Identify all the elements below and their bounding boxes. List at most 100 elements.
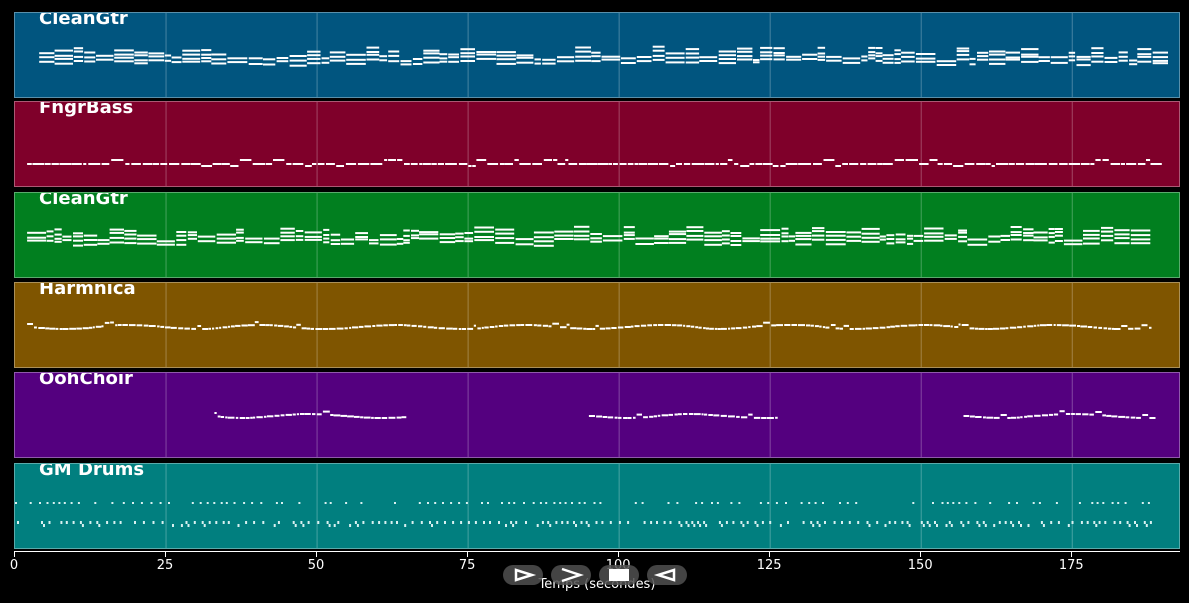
note	[289, 59, 307, 62]
note	[298, 502, 301, 504]
note	[663, 521, 666, 524]
play-button[interactable]	[503, 565, 543, 585]
note	[289, 325, 293, 328]
note	[72, 163, 82, 165]
note	[114, 56, 134, 59]
note	[1146, 159, 1151, 161]
note	[236, 236, 244, 239]
note	[170, 326, 177, 329]
note	[1016, 416, 1020, 419]
note	[114, 53, 134, 56]
note	[985, 163, 991, 165]
note	[263, 58, 276, 61]
note	[117, 324, 122, 326]
note	[523, 502, 525, 504]
note	[263, 237, 280, 240]
note	[101, 163, 110, 165]
note	[882, 54, 894, 57]
note	[273, 524, 276, 527]
note	[161, 521, 164, 524]
note	[950, 524, 953, 527]
note	[781, 227, 789, 230]
rewind-button[interactable]	[647, 565, 687, 585]
note	[1080, 163, 1090, 165]
note	[958, 231, 967, 234]
note	[1076, 58, 1091, 61]
note	[668, 241, 687, 244]
note	[669, 521, 672, 524]
note	[683, 413, 688, 415]
note	[171, 61, 182, 64]
track-5[interactable]: GM Drums	[14, 463, 1180, 549]
note	[683, 163, 691, 165]
note	[1068, 163, 1080, 165]
note	[464, 240, 474, 243]
note	[113, 521, 116, 524]
note	[510, 521, 513, 524]
track-0[interactable]: CleanGtr	[14, 12, 1180, 98]
note	[337, 521, 340, 524]
note	[148, 52, 165, 55]
note	[575, 50, 591, 53]
note	[164, 54, 172, 57]
note	[784, 324, 791, 326]
note	[330, 233, 341, 236]
note	[227, 416, 235, 419]
stop-button[interactable]	[599, 565, 639, 585]
track-1[interactable]: FngrBass	[14, 101, 1180, 187]
note	[455, 240, 464, 243]
note	[235, 416, 239, 419]
note	[756, 524, 759, 527]
note	[1076, 55, 1091, 58]
note	[487, 502, 489, 504]
track-4[interactable]: OohChoir	[14, 372, 1180, 458]
note	[270, 324, 273, 327]
note	[732, 521, 735, 524]
note	[1068, 59, 1076, 62]
note	[705, 524, 708, 527]
note	[239, 159, 252, 161]
note	[225, 502, 228, 504]
note	[760, 54, 773, 57]
note	[737, 47, 753, 50]
note	[191, 502, 194, 504]
note	[680, 524, 683, 527]
track-2[interactable]: CleanGtr	[14, 192, 1180, 278]
note	[1089, 413, 1094, 416]
note	[1130, 238, 1151, 241]
note	[654, 237, 669, 240]
note	[623, 231, 635, 234]
note	[552, 322, 559, 325]
x-tick-label: 50	[307, 558, 325, 573]
fast-forward-button[interactable]	[551, 565, 591, 585]
note	[237, 524, 240, 527]
note	[635, 243, 654, 245]
note	[1101, 239, 1114, 242]
note	[907, 242, 914, 245]
note	[252, 163, 266, 165]
note	[360, 416, 364, 419]
note	[384, 159, 388, 161]
note	[131, 163, 141, 165]
note	[1063, 243, 1083, 246]
note	[356, 524, 359, 527]
note	[993, 416, 1000, 419]
note	[355, 232, 368, 235]
note	[721, 327, 727, 330]
note	[396, 521, 398, 524]
track-3[interactable]: Harmnica	[14, 282, 1180, 368]
note	[906, 521, 909, 524]
note	[217, 415, 221, 418]
note	[76, 327, 82, 330]
note	[323, 241, 330, 244]
note	[718, 54, 736, 57]
note	[964, 163, 975, 165]
note	[495, 228, 515, 231]
note	[907, 234, 914, 237]
note	[54, 233, 62, 236]
note	[27, 239, 47, 242]
note	[411, 234, 419, 237]
note	[329, 55, 346, 58]
note	[496, 51, 516, 54]
note	[677, 324, 683, 327]
